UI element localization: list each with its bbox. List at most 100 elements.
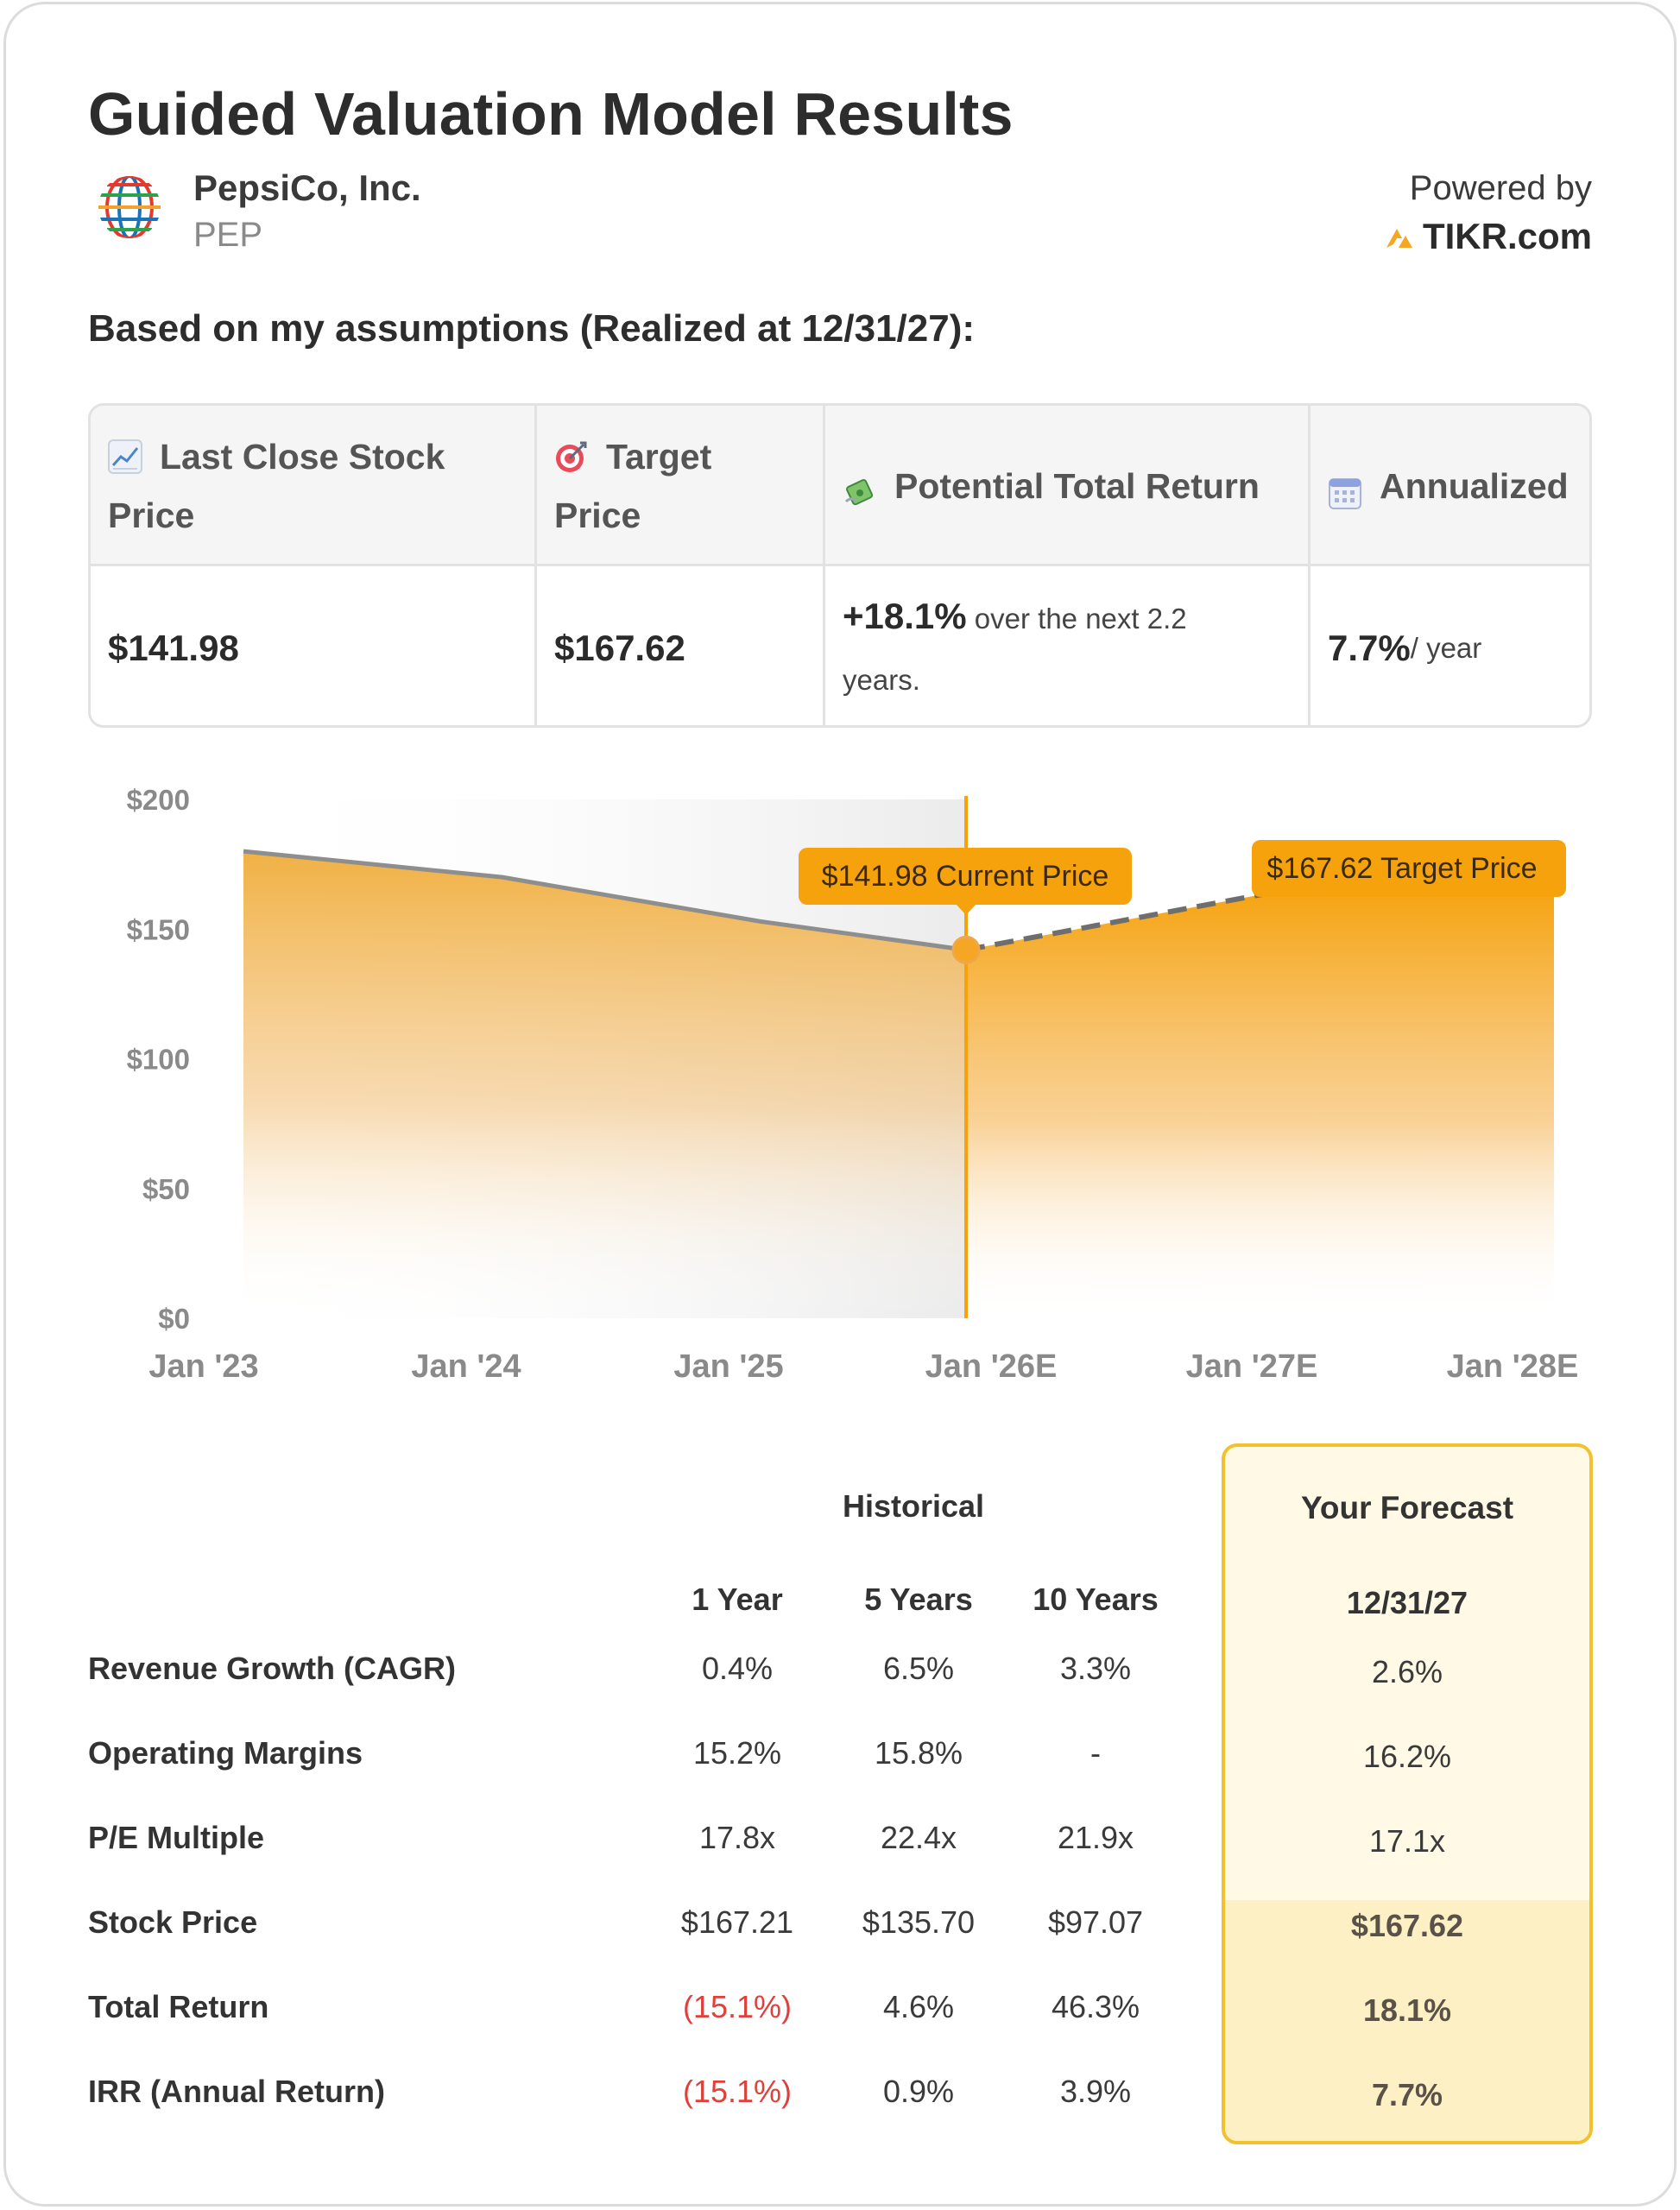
row-value: $167.21 <box>680 1904 794 1940</box>
forecast-date: 12/31/27 <box>1346 1585 1468 1620</box>
historical-title: Historical <box>842 1488 985 1524</box>
row-value: 22.4x <box>880 1820 957 1855</box>
col-header-5-years: 5 Years <box>864 1582 973 1617</box>
row-label: Total Return <box>88 1989 269 2024</box>
y-tick-label: $200 <box>127 784 190 816</box>
row-forecast-value: 2.6% <box>1371 1654 1443 1689</box>
current-price-callout: $141.98 Current Price <box>799 848 1132 915</box>
y-tick-label: $100 <box>127 1044 190 1076</box>
column-divider <box>1308 406 1311 725</box>
x-tick-label: Jan '25 <box>673 1348 783 1385</box>
company-name: PepsiCo, Inc. <box>193 167 421 208</box>
target-value: $167.62 <box>554 628 685 668</box>
target-price-label: $167.62 Target Price <box>1266 852 1537 885</box>
row-forecast-value: 17.1x <box>1368 1823 1446 1859</box>
historical-line <box>243 849 967 952</box>
y-tick-label: $150 <box>127 913 190 945</box>
header-target: Target Price <box>537 406 823 566</box>
x-tick-label: Jan '26E <box>925 1348 1058 1385</box>
potential-return-value: +18.1% <box>843 596 967 636</box>
potential-return-cell: +18.1% over the next 2.2 years. <box>825 569 1308 725</box>
assumptions-heading: Based on my assumptions (Realized at 12/… <box>88 307 976 350</box>
calendar-icon <box>1328 469 1362 509</box>
company-ticker: PEP <box>193 216 263 254</box>
row-label: P/E Multiple <box>88 1820 265 1855</box>
header-annualized: Annualized <box>1311 406 1589 566</box>
chart-increasing-icon <box>108 433 142 474</box>
y-tick-label: $50 <box>142 1173 190 1205</box>
price-chart-svg: $200$150$100$50$0 Jan '23 Jan '24 Jan '25 J… <box>127 784 1579 1385</box>
header-last-close-line2: Price <box>108 496 195 535</box>
y-axis: $200 $150 $100 $50 $0 <box>127 784 190 1335</box>
row-value: 46.3% <box>1051 1989 1140 2024</box>
x-tick-label: Jan '23 <box>148 1348 258 1385</box>
annualized-value: 7.7% <box>1328 628 1411 668</box>
target-icon <box>554 433 589 472</box>
target-price-callout-box <box>1252 840 1566 897</box>
row-forecast-value: $167.62 <box>1350 1908 1464 1943</box>
col-header-1-year: 1 Year <box>692 1582 783 1617</box>
last-close-value: $141.98 <box>108 628 239 668</box>
row-forecast-value: 16.2% <box>1362 1739 1452 1774</box>
row-value: - <box>1090 1735 1101 1771</box>
row-label: Stock Price <box>88 1904 258 1940</box>
historical-area <box>243 851 966 1318</box>
powered-by-label: Powered by <box>1409 169 1592 207</box>
x-tick-label: Jan '24 <box>411 1348 521 1385</box>
row-forecast-value: 7.7% <box>1371 2077 1443 2112</box>
header-potential-label: Potential Total Return <box>894 466 1260 506</box>
potential-return-suffix-1: over the next 2.2 <box>966 603 1187 635</box>
row-value: 0.9% <box>882 2074 955 2109</box>
row-value: 21.9x <box>1057 1820 1134 1855</box>
page-title: Guided Valuation Model Results <box>88 80 1014 148</box>
header-last-close-line1: Last Close Stock <box>160 437 445 477</box>
x-axis: Jan '23 Jan '24 Jan '25 Jan '26E Jan '27E Jan… <box>148 1348 1578 1385</box>
header-potential-return: Potential Total Return <box>825 406 1308 566</box>
row-label: Operating Margins <box>88 1735 363 1771</box>
forecast-area <box>966 883 1554 1318</box>
forecast-title: Your Forecast <box>1300 1490 1514 1525</box>
row-value: 15.8% <box>874 1735 963 1771</box>
row-value: 4.6% <box>882 1989 955 2024</box>
row-value: 0.4% <box>701 1651 774 1686</box>
row-value: 6.5% <box>882 1651 955 1686</box>
pepsico-logo <box>98 176 161 238</box>
forecast-column-box <box>1222 1443 1593 2144</box>
x-tick-label: Jan '28E <box>1447 1348 1579 1385</box>
column-divider <box>534 406 537 725</box>
comparison-table: Historical Your Forecast 1 Year 5 Years … <box>0 1433 1680 2167</box>
potential-return-suffix-2: years. <box>843 664 920 696</box>
price-chart: $200 $150 $100 $50 $0 Jan '23 Jan '24 Jan '25 J… <box>0 760 1680 1416</box>
x-tick-label: Jan '27E <box>1186 1348 1318 1385</box>
col-header-10-years: 10 Years <box>1033 1582 1159 1617</box>
header-last-close: Last Close Stock Price <box>91 406 534 566</box>
tikr-brand[interactable]: TIKR.com <box>1385 216 1592 257</box>
money-with-wings-icon <box>843 469 877 506</box>
row-label: Revenue Growth (CAGR) <box>88 1651 457 1686</box>
row-value: $97.07 <box>1047 1904 1144 1940</box>
row-value: (15.1%) <box>682 1989 793 2024</box>
y-tick-label: $0 <box>158 1303 190 1335</box>
plot-area: $141.98 Current Price $167.62 Target Pric… <box>243 796 1566 1318</box>
summary-table: Last Close Stock Price Target Price Pote… <box>88 403 1592 728</box>
row-value: (15.1%) <box>682 2074 793 2109</box>
header-target-line1: Target <box>606 437 712 477</box>
current-price-label: $141.98 Current Price <box>822 860 1109 893</box>
row-value: $135.70 <box>862 1904 976 1940</box>
annualized-suffix: / year <box>1410 632 1482 664</box>
row-value: 17.8x <box>698 1820 776 1855</box>
row-value: 3.3% <box>1059 1651 1132 1686</box>
annualized-cell: 7.7% / year <box>1311 569 1589 725</box>
current-price-marker <box>951 935 981 964</box>
column-divider <box>823 406 825 725</box>
forecast-highlight <box>1225 1900 1589 2141</box>
target-price-callout: $167.62 Target Price <box>1252 840 1566 897</box>
tikr-logo-icon <box>1386 229 1412 248</box>
row-value: 15.2% <box>692 1735 782 1771</box>
row-value: 3.9% <box>1059 2074 1132 2109</box>
tikr-brand-text: TIKR.com <box>1422 216 1592 256</box>
header-annualized-label: Annualized <box>1380 466 1569 506</box>
current-price-callout-box <box>799 848 1132 905</box>
current-price-callout-pointer <box>956 904 976 915</box>
row-label: IRR (Annual Return) <box>88 2074 385 2109</box>
